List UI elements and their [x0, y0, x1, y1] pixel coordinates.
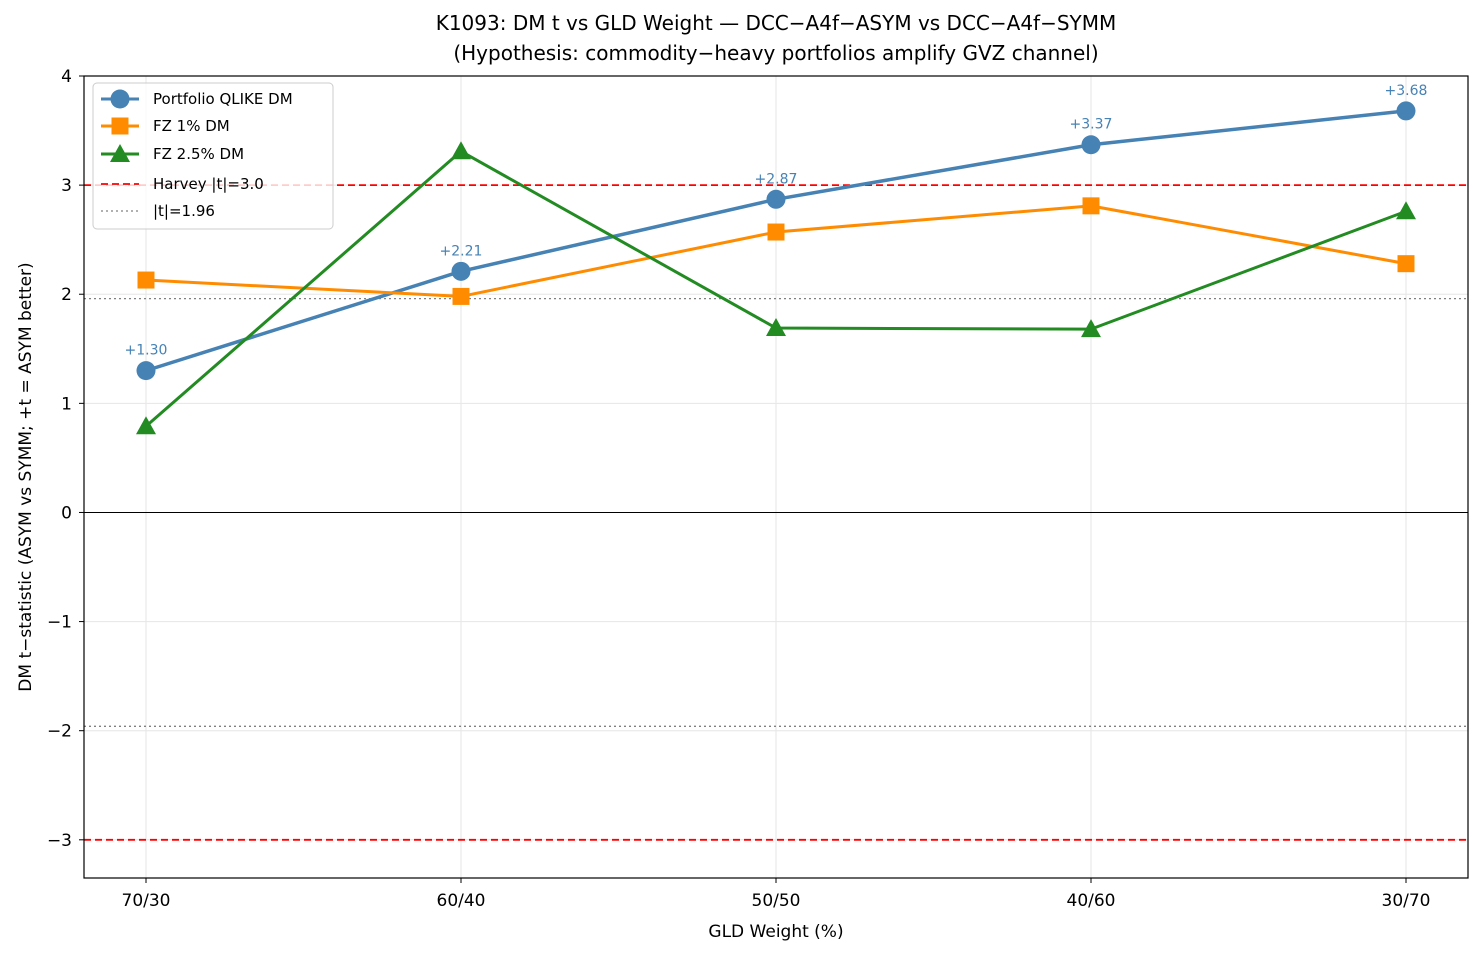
legend-label: FZ 2.5% DM	[153, 145, 244, 163]
data-point	[452, 287, 470, 305]
legend-label: FZ 1% DM	[153, 117, 230, 135]
legend: Portfolio QLIKE DM FZ 1% DM FZ 2.5% DM Harv…	[92, 82, 334, 230]
x-tick-label: 60/40	[437, 891, 486, 911]
data-point	[1081, 319, 1101, 338]
annotations: +1.30 +2.21 +2.87 +3.37 +3.68	[125, 83, 1428, 359]
x-tick-label: 30/70	[1382, 891, 1431, 911]
x-tick-label: 40/60	[1067, 891, 1116, 911]
x-tick-label: 70/30	[122, 891, 171, 911]
series-layer	[136, 101, 1416, 435]
legend-label: Harvey |t|=3.0	[153, 175, 264, 193]
data-point	[1082, 197, 1100, 215]
data-point	[137, 271, 155, 289]
data-label: +2.87	[755, 171, 798, 187]
y-tick-label: 2	[61, 285, 72, 305]
y-tick-label: 1	[61, 394, 72, 414]
data-point	[767, 223, 785, 241]
data-point	[136, 416, 156, 435]
data-label: +1.30	[125, 343, 168, 359]
y-tick-label: −3	[47, 831, 72, 851]
x-axis-label: GLD Weight (%)	[708, 922, 843, 942]
axis-ticks: −3 −2 −1 0 1 2 3 4 70/30 60/40 50/50 40/60 30/70	[47, 67, 1431, 911]
data-point	[451, 141, 471, 160]
data-label: +2.21	[440, 243, 483, 259]
chart-subtitle: (Hypothesis: commodity−heavy portfolios …	[453, 41, 1098, 65]
chart-title: K1093: DM t vs GLD Weight — DCC−A4f−ASYM…	[436, 11, 1117, 35]
data-point	[1397, 255, 1415, 273]
data-point	[136, 361, 156, 381]
data-point	[1081, 135, 1101, 155]
data-label: +3.37	[1070, 117, 1113, 133]
data-point	[766, 318, 786, 337]
y-tick-label: −2	[47, 722, 72, 742]
data-point	[1396, 101, 1416, 121]
y-axis-label: DM t−statistic (ASYM vs SYMM; +t = ASYM …	[16, 262, 36, 691]
reference-lines	[84, 184, 1468, 841]
y-tick-label: 3	[61, 176, 72, 196]
legend-marker	[110, 89, 130, 109]
legend-label: Portfolio QLIKE DM	[153, 90, 293, 108]
y-tick-label: −1	[47, 613, 72, 633]
legend-marker	[111, 117, 129, 135]
data-point	[766, 189, 786, 209]
y-tick-label: 4	[61, 67, 72, 87]
y-tick-label: 0	[61, 503, 72, 523]
data-point	[1396, 201, 1416, 220]
x-tick-label: 50/50	[752, 891, 801, 911]
legend-label: |t|=1.96	[153, 202, 215, 220]
legend-marker	[110, 144, 130, 162]
data-point	[451, 261, 471, 281]
data-label: +3.68	[1385, 83, 1428, 99]
legend-box	[92, 82, 334, 230]
